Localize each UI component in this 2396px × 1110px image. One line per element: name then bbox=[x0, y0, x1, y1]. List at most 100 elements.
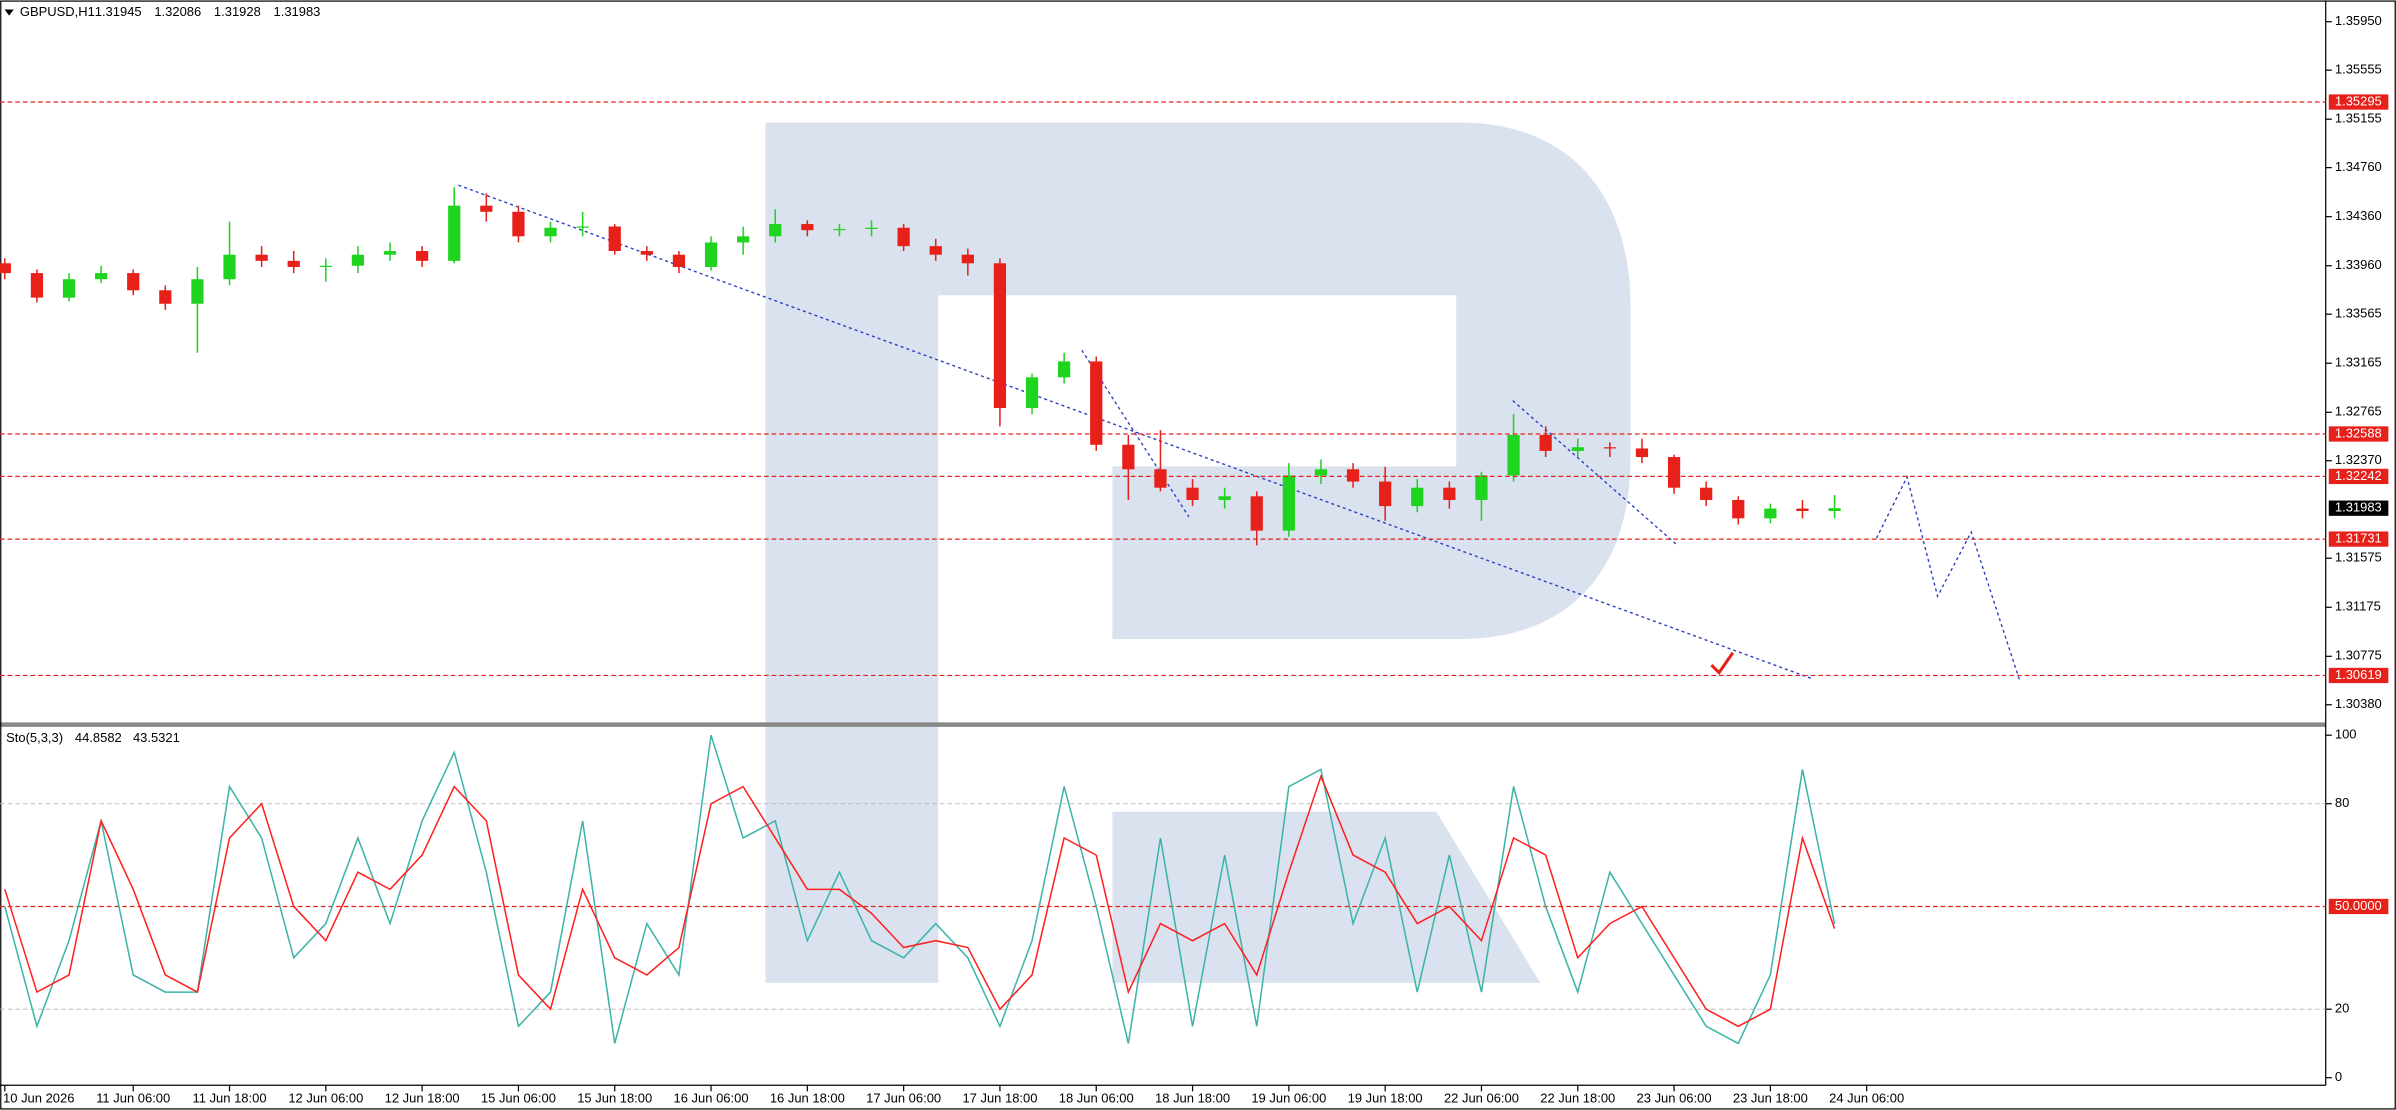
header-high: 1.32086 bbox=[154, 4, 201, 19]
y-tick-label: 1.32765 bbox=[2335, 404, 2382, 419]
candle-body bbox=[640, 251, 653, 255]
level-label: 1.35295 bbox=[2335, 93, 2382, 108]
x-tick-label: 12 Jun 18:00 bbox=[385, 1090, 460, 1105]
last-price-box bbox=[2328, 500, 2389, 516]
x-tick-label: 18 Jun 18:00 bbox=[1155, 1090, 1230, 1105]
candle-body bbox=[1411, 487, 1424, 507]
candle-body bbox=[1828, 508, 1841, 512]
y-tick-label: 1.31175 bbox=[2335, 599, 2381, 614]
trend-line bbox=[458, 184, 1813, 680]
y-tick-label: 0 bbox=[2335, 1069, 2342, 1084]
level-label-box bbox=[2328, 667, 2389, 684]
candle-body bbox=[1571, 447, 1584, 451]
indicator-main-value: 44.8582 bbox=[75, 730, 122, 745]
candle-body bbox=[1250, 496, 1263, 531]
candle-body bbox=[1539, 434, 1552, 451]
candle-body bbox=[159, 290, 172, 304]
candle-body bbox=[1314, 469, 1328, 476]
x-tick-label: 16 Jun 18:00 bbox=[770, 1090, 845, 1105]
candle-body bbox=[1443, 487, 1456, 500]
candle-body bbox=[1346, 469, 1360, 482]
candle-body bbox=[801, 224, 814, 231]
level-label-box bbox=[2328, 426, 2389, 442]
candle-body bbox=[1058, 361, 1071, 378]
x-tick-label: 19 Jun 06:00 bbox=[1251, 1090, 1326, 1105]
candle-body bbox=[704, 242, 718, 267]
y-tick-label: 1.31575 bbox=[2335, 550, 2382, 565]
y-tick-label: 100 bbox=[2335, 727, 2357, 742]
candle-body bbox=[512, 211, 525, 237]
x-tick-label: 22 Jun 06:00 bbox=[1444, 1090, 1519, 1105]
y-tick-label: 80 bbox=[2335, 795, 2349, 810]
x-tick-label: 22 Jun 18:00 bbox=[1540, 1090, 1615, 1105]
x-tick-label: 19 Jun 18:00 bbox=[1348, 1090, 1423, 1105]
level-label-box bbox=[2328, 898, 2389, 915]
indicator-title: Sto(5,3,3) bbox=[6, 730, 63, 745]
candle-body bbox=[929, 246, 942, 255]
candle-body bbox=[1090, 361, 1103, 445]
level-label-box bbox=[2328, 94, 2389, 110]
y-tick-label: 1.34360 bbox=[2335, 208, 2382, 223]
x-tick-label: 23 Jun 18:00 bbox=[1733, 1090, 1808, 1105]
candle-body bbox=[1186, 487, 1199, 500]
watermark-leg bbox=[1112, 811, 1541, 983]
candle-body bbox=[1282, 475, 1295, 531]
candle-body bbox=[62, 279, 76, 298]
candle-body bbox=[287, 260, 300, 267]
watermark bbox=[765, 122, 1631, 983]
candle-body bbox=[993, 263, 1007, 408]
candle-body bbox=[576, 226, 589, 228]
watermark-bowl bbox=[938, 122, 1631, 640]
x-tick-label: 17 Jun 06:00 bbox=[866, 1090, 941, 1105]
y-tick-label: 1.34760 bbox=[2335, 159, 2382, 174]
level-label: 1.32588 bbox=[2335, 425, 2382, 440]
candle-body bbox=[1379, 481, 1392, 507]
candle-body bbox=[1667, 457, 1681, 488]
candle-body bbox=[416, 251, 429, 261]
candle-body bbox=[1154, 469, 1167, 488]
candle-body bbox=[448, 205, 461, 261]
candle-body bbox=[1700, 487, 1713, 500]
level-label-box bbox=[2328, 531, 2389, 547]
y-tick-label: 1.33165 bbox=[2335, 355, 2382, 370]
candle-body bbox=[737, 236, 750, 243]
x-tick-label: 11 Jun 06:00 bbox=[96, 1090, 170, 1105]
level-label: 1.32242 bbox=[2335, 468, 2382, 483]
x-tick-label: 17 Jun 18:00 bbox=[962, 1090, 1037, 1105]
candle-body bbox=[127, 273, 140, 291]
y-tick-label: 1.35155 bbox=[2335, 111, 2382, 126]
candle-body bbox=[1603, 447, 1616, 449]
y-tick-label: 1.33960 bbox=[2335, 257, 2382, 272]
candle-body bbox=[191, 279, 204, 304]
header-open: 1.31945 bbox=[95, 4, 142, 19]
level-label: 50.0000 bbox=[2335, 898, 2382, 913]
candle-body bbox=[769, 224, 782, 237]
candle-body bbox=[865, 227, 878, 229]
y-tick-label: 1.35555 bbox=[2335, 62, 2382, 77]
candle-body bbox=[223, 254, 236, 280]
y-tick-label: 1.33565 bbox=[2335, 306, 2382, 321]
indicator-signal-value: 43.5321 bbox=[133, 730, 180, 745]
level-label: 1.31731 bbox=[2335, 531, 2382, 546]
candle-body bbox=[1218, 496, 1231, 500]
x-tick-label: 15 Jun 18:00 bbox=[577, 1090, 652, 1105]
candle-body bbox=[672, 254, 686, 267]
candle-body bbox=[1635, 448, 1649, 458]
header-close: 1.31983 bbox=[274, 4, 321, 19]
x-tick-label: 15 Jun 06:00 bbox=[481, 1090, 556, 1105]
candle-body bbox=[608, 226, 621, 252]
x-tick-label: 10 Jun 2026 bbox=[3, 1090, 74, 1105]
candle-body bbox=[383, 251, 397, 255]
indicator-line bbox=[4, 774, 1836, 1028]
level-label: 1.30619 bbox=[2335, 667, 2382, 682]
candle-body bbox=[1122, 444, 1135, 470]
candle-body bbox=[544, 227, 557, 237]
candle-body bbox=[319, 265, 332, 267]
y-tick-label: 20 bbox=[2335, 1001, 2349, 1016]
x-tick-label: 23 Jun 06:00 bbox=[1637, 1090, 1712, 1105]
target-check bbox=[1710, 651, 1735, 676]
candle-body bbox=[351, 254, 365, 266]
x-tick-label: 16 Jun 06:00 bbox=[674, 1090, 749, 1105]
candle-body bbox=[1732, 499, 1745, 519]
x-tick-label: 18 Jun 06:00 bbox=[1059, 1090, 1134, 1105]
